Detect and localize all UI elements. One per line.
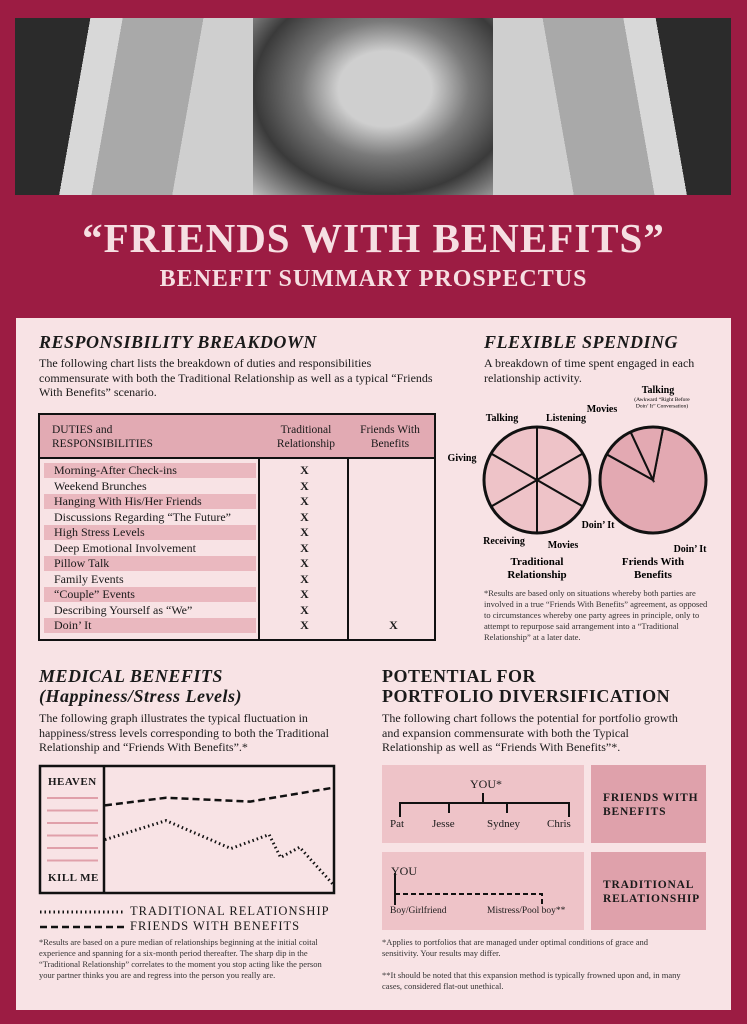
kissing-couple-photo (253, 18, 493, 195)
page-title: “FRIENDS WITH BENEFITS” (82, 215, 665, 261)
handshake-photo-right (493, 18, 731, 195)
legend-traditional: TRADITIONAL RELATIONSHIP (130, 904, 330, 918)
y-bottom-label: KILL ME (48, 872, 99, 884)
traditional-child: Boy/Girlfriend (390, 906, 447, 916)
series-line-traditional (104, 819, 336, 887)
fwb-label-box: FRIENDS WITH BENEFITS (591, 765, 706, 843)
y-top-label: HEAVEN (48, 776, 97, 788)
traditional-tree-box (382, 852, 584, 930)
pie-slice-label: Doin’ It (582, 520, 616, 531)
col-duties: DUTIES and RESPONSIBILITIES (52, 424, 153, 450)
pie-slice-label: Talking (486, 413, 518, 424)
fwb-child: Sydney (487, 818, 520, 830)
traditional-x-mark: X (300, 618, 309, 632)
pie-title: Friends With Benefits (622, 556, 684, 581)
table-row-label: Weekend Brunches (54, 478, 147, 493)
spending-heading: FLEXIBLE SPENDING (484, 332, 679, 352)
traditional-x-mark: X (300, 540, 309, 555)
medical-intro: The following graph illustrates the typi… (39, 711, 329, 754)
spending-intro: A breakdown of time spent engaged in eac… (484, 356, 695, 385)
pie-slice-label: Talking (642, 385, 674, 396)
legend-fwb: FRIENDS WITH BENEFITS (130, 919, 301, 933)
table-row-label: Doin’ It (44, 618, 256, 633)
portfolio-intro: The following chart follows the potentia… (382, 711, 678, 754)
traditional-x-mark: X (300, 494, 309, 508)
pie-slice-label: Doin’ It (674, 544, 708, 555)
medical-subheading: (Happiness/Stress Levels) (39, 686, 242, 706)
pie-slice-label: Movies (587, 404, 618, 415)
pie-title: Traditional Relationship (507, 556, 566, 581)
divider (258, 459, 260, 639)
pie-slice-label: Giving (448, 453, 477, 464)
pie-slice-label: Listening (546, 413, 586, 424)
table-row-label: “Couple” Events (44, 587, 256, 602)
responsibility-heading: RESPONSIBILITY BREAKDOWN (39, 332, 317, 352)
traditional-x-mark: X (300, 478, 309, 493)
traditional-label-box: TRADITIONAL RELATIONSHIP (591, 852, 706, 930)
portfolio-tree-lines (394, 793, 570, 905)
traditional-x-mark: X (300, 587, 309, 601)
pie-slice-label: Receiving (483, 536, 525, 547)
portfolio-heading: POTENTIAL FOR (382, 666, 537, 686)
traditional-x-mark: X (300, 571, 309, 586)
medical-note: *Results are based on a pure median of r… (39, 937, 322, 980)
chart-frame (38, 764, 336, 895)
portfolio-note-2: **It should be noted that this expansion… (382, 970, 681, 991)
spending-note: *Results are based only on situations wh… (484, 588, 708, 642)
table-row-label: Hanging With His/Her Friends (44, 494, 256, 509)
pie-outline (482, 425, 592, 535)
traditional-root: YOU (391, 864, 417, 878)
traditional-x-mark: X (300, 556, 309, 570)
responsibility-table: DUTIES and RESPONSIBILITIES Traditional … (38, 413, 436, 641)
col-traditional: Traditional Relationship (276, 424, 336, 450)
pie-outline (598, 425, 708, 535)
handshake-photo-left (15, 18, 253, 195)
fwb-child: Chris (547, 818, 571, 830)
page-subtitle: BENEFIT SUMMARY PROSPECTUS (159, 266, 588, 292)
portfolio-subheading: PORTFOLIO DIVERSIFICATION (382, 686, 671, 706)
fwb-x-mark: X (389, 618, 398, 632)
col-fwb: Friends With Benefits (360, 424, 420, 450)
medical-heading: MEDICAL BENEFITS (39, 666, 223, 686)
table-row-label: Morning-After Check-ins (44, 463, 256, 478)
table-row-label: Pillow Talk (44, 556, 256, 571)
portfolio-note-1: *Applies to portfolios that are managed … (382, 937, 649, 958)
responsibility-intro: The following chart lists the breakdown … (39, 356, 433, 399)
traditional-x-mark: X (300, 509, 309, 524)
fwb-child: Jesse (432, 818, 455, 830)
series-line-fwb (104, 786, 335, 807)
divider (347, 459, 349, 639)
traditional-x-mark: X (300, 602, 309, 617)
table-row-label: Discussions Regarding “The Future” (54, 509, 231, 524)
table-row-label: Describing Yourself as “We” (54, 602, 193, 617)
table-row-label: Deep Emotional Involvement (54, 540, 196, 555)
traditional-x-mark: X (300, 525, 309, 539)
pie-slice-sublabel: (Awkward “Right Before Doin’ It” Conversa… (634, 396, 690, 410)
traditional-x-mark: X (300, 463, 309, 477)
traditional-child: Mistress/Pool boy** (487, 906, 566, 916)
fwb-child: Pat (390, 818, 405, 830)
table-row-label: Family Events (54, 571, 124, 586)
table-row-label: High Stress Levels (44, 525, 256, 540)
table-header: DUTIES and RESPONSIBILITIES Traditional … (40, 415, 434, 459)
fwb-root: YOU* (470, 777, 502, 791)
pie-slice-label: Movies (548, 540, 579, 551)
